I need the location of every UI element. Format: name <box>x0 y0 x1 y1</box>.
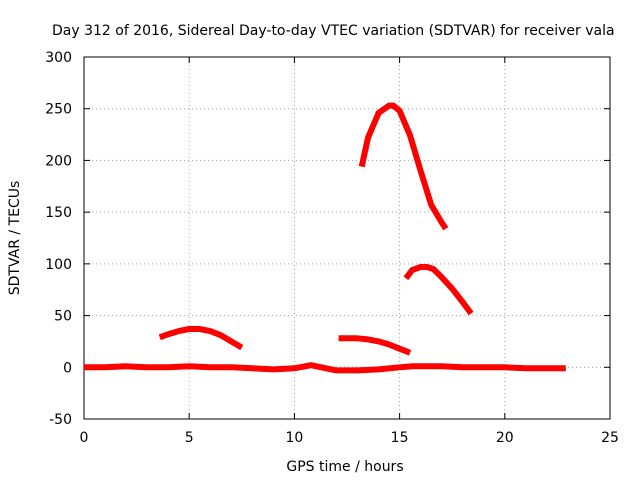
x-axis-label: GPS time / hours <box>286 459 403 475</box>
series-line <box>358 102 449 231</box>
x-tick-label: 0 <box>80 430 89 446</box>
y-tick-label: 0 <box>63 360 72 376</box>
y-tick-label: -50 <box>49 412 72 428</box>
plot-frame <box>83 56 611 420</box>
y-tick-label: 100 <box>45 257 72 273</box>
series-group <box>84 102 566 374</box>
y-tick-label: 150 <box>45 205 72 221</box>
x-tick-label: 10 <box>285 430 303 446</box>
series-line <box>338 335 412 356</box>
x-tick-label: 5 <box>185 430 194 446</box>
x-tick-label: 25 <box>601 430 619 446</box>
chart-title: Day 312 of 2016, Sidereal Day-to-day VTE… <box>52 23 615 39</box>
y-tick-label: 200 <box>45 153 72 169</box>
series-line <box>158 326 244 351</box>
y-tick-label: 50 <box>54 309 72 325</box>
x-tick-label: 15 <box>391 430 409 446</box>
y-tick-label: 300 <box>45 50 72 66</box>
y-tick-label: 250 <box>45 102 72 118</box>
series-line <box>84 362 566 374</box>
tick-labels: 0 5 10 15 20 25 -50 0 50 100 150 200 250 300 <box>45 50 619 446</box>
series-line <box>403 264 474 316</box>
axis-ticks <box>83 56 611 420</box>
y-axis-label: SDTVAR / TECUs <box>7 181 23 296</box>
x-tick-label: 20 <box>496 430 514 446</box>
